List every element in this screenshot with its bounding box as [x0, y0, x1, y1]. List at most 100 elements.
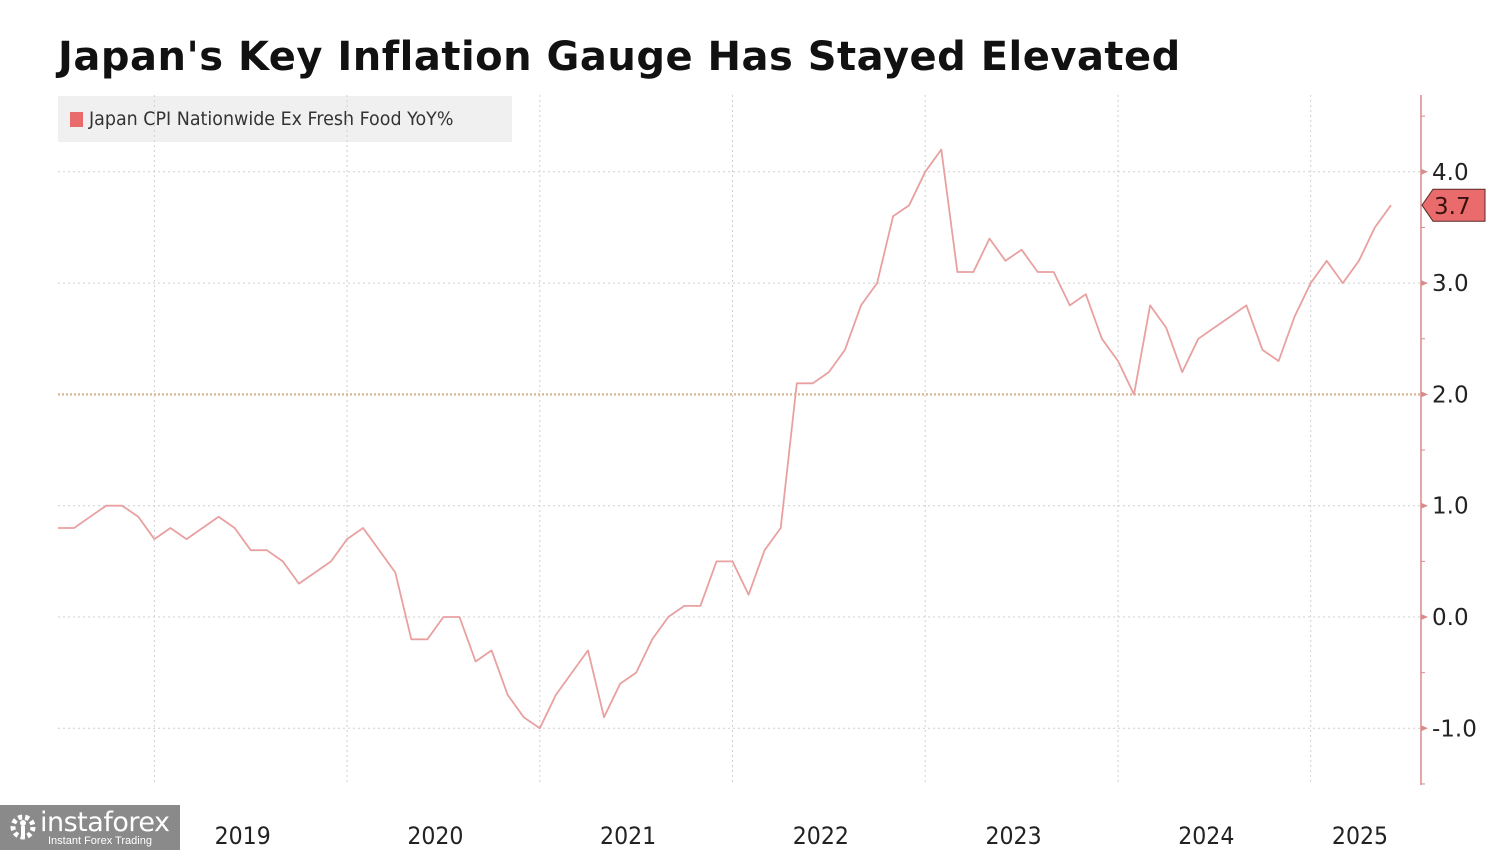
data-point: [218, 516, 220, 518]
data-point: [571, 672, 573, 674]
watermark-logo: instaforex Instant Forex Trading: [0, 805, 180, 850]
data-point: [1278, 360, 1280, 362]
y-tick-major: [1421, 280, 1428, 287]
data-point: [924, 171, 926, 173]
data-point: [154, 538, 156, 540]
x-tick-label: 2023: [985, 823, 1041, 850]
y-tick-major: [1421, 725, 1428, 732]
data-point: [234, 527, 236, 529]
data-point: [507, 694, 509, 696]
data-point: [1181, 371, 1183, 373]
data-point: [1326, 260, 1328, 262]
watermark-brand: instaforex: [40, 807, 170, 838]
series-layer: [57, 148, 1392, 730]
y-tick-major: [1421, 614, 1428, 620]
data-point: [298, 583, 300, 585]
data-point: [202, 527, 204, 529]
data-point: [1294, 316, 1296, 318]
y-tick-major: [1421, 391, 1428, 398]
y-tick-labels: -1.0 0.0 1.0 2.0 3.0 4.0: [1432, 160, 1477, 742]
data-point: [667, 616, 669, 618]
data-point: [1374, 227, 1376, 229]
x-tick-label: 2025: [1332, 823, 1388, 850]
data-point: [121, 505, 123, 507]
data-point: [57, 527, 59, 529]
data-point: [587, 650, 589, 652]
data-point: [876, 282, 878, 284]
data-point: [1117, 360, 1119, 362]
data-point: [314, 572, 316, 574]
x-tick-label: 2022: [793, 823, 849, 850]
data-point: [860, 305, 862, 307]
data-point: [1310, 282, 1312, 284]
y-tick-label: 0.0: [1432, 605, 1469, 631]
data-point: [1053, 271, 1055, 273]
data-point: [394, 572, 396, 574]
data-point: [908, 204, 910, 206]
legend-label: Japan CPI Nationwide Ex Fresh Food YoY%: [89, 108, 454, 130]
y-tick-major: [1421, 502, 1428, 509]
data-point: [684, 605, 686, 607]
data-point: [282, 561, 284, 563]
y-tick-label: 4.0: [1432, 160, 1469, 186]
data-point: [1165, 327, 1167, 329]
data-point: [748, 594, 750, 596]
data-point: [1214, 327, 1216, 329]
data-point: [1149, 305, 1151, 307]
data-point: [443, 616, 445, 618]
y-tick-label: 1.0: [1432, 494, 1469, 520]
data-point: [1342, 282, 1344, 284]
data-point: [459, 616, 461, 618]
watermark-tagline: Instant Forex Trading: [48, 835, 152, 847]
data-point: [716, 561, 718, 563]
data-point: [1101, 338, 1103, 340]
data-point: [378, 549, 380, 551]
data-point: [989, 238, 991, 240]
y-tick-label: 3.0: [1432, 271, 1469, 297]
data-point: [1069, 305, 1071, 307]
data-point: [1021, 249, 1023, 251]
gear-icon: [10, 814, 36, 840]
x-tick-label: 2019: [215, 823, 271, 850]
data-point: [1230, 316, 1232, 318]
data-point: [73, 527, 75, 529]
data-point: [1358, 260, 1360, 262]
data-point: [1085, 293, 1087, 295]
data-point: [1197, 338, 1199, 340]
data-point: [475, 661, 477, 663]
last-value-label: 3.7: [1434, 194, 1471, 220]
data-point: [411, 638, 413, 640]
data-point: [892, 216, 894, 218]
data-point: [539, 728, 541, 730]
data-point: [266, 549, 268, 551]
horizontal-gridlines: [58, 171, 1421, 729]
data-point: [555, 694, 557, 696]
data-point: [812, 382, 814, 384]
x-tick-label: 2021: [600, 823, 656, 850]
data-point: [1262, 349, 1264, 351]
x-tick-label: 2020: [407, 823, 463, 850]
data-point: [619, 683, 621, 685]
y-tick-major: [1421, 168, 1428, 175]
series-line: [58, 148, 1392, 730]
data-point: [780, 527, 782, 529]
data-point: [105, 505, 107, 507]
data-point: [346, 538, 348, 540]
data-point: [1133, 394, 1135, 396]
last-value-badge: 3.7: [1421, 188, 1486, 222]
data-point: [844, 349, 846, 351]
data-point: [362, 527, 364, 529]
data-point: [1037, 271, 1039, 273]
data-point: [89, 516, 91, 518]
data-point: [1390, 204, 1392, 206]
y-tick-label: -1.0: [1432, 716, 1477, 742]
data-point: [764, 549, 766, 551]
data-point: [427, 638, 429, 640]
data-point: [250, 549, 252, 551]
chart-title: Japan's Key Inflation Gauge Has Stayed E…: [58, 34, 1181, 80]
data-point: [796, 382, 798, 384]
data-point: [138, 516, 140, 518]
y-axis: [1420, 95, 1428, 785]
data-point: [330, 561, 332, 563]
